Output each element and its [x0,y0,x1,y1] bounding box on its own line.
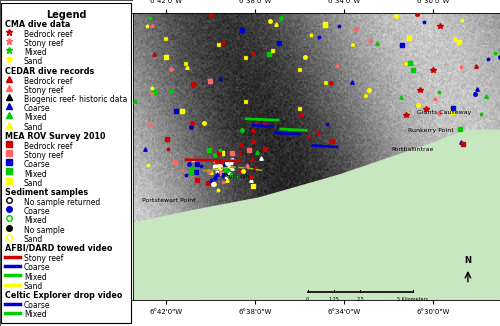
Text: AFBI/DARD towed video: AFBI/DARD towed video [6,244,112,253]
Text: Sand: Sand [24,235,43,244]
Text: 5 Kilometers: 5 Kilometers [397,297,428,303]
Text: Coarse: Coarse [24,301,50,310]
Text: N: N [464,257,471,265]
Text: Portballintrae: Portballintrae [392,147,434,152]
Text: Coarse: Coarse [24,160,50,170]
Text: Bedrock reef: Bedrock reef [24,142,72,151]
Text: Coarse: Coarse [24,263,50,273]
Text: Mixed: Mixed [24,310,46,319]
Text: Stony reef: Stony reef [24,151,63,160]
Text: Sand: Sand [24,57,43,67]
Text: Sand: Sand [24,179,43,188]
Text: Biogenic reef- historic data: Biogenic reef- historic data [24,95,127,104]
Text: Coarse: Coarse [24,207,50,216]
Text: CEDAR dive records: CEDAR dive records [6,67,94,76]
Text: Mixed: Mixed [24,113,46,123]
Text: Sand: Sand [24,123,43,132]
Text: Coarse: Coarse [24,104,50,113]
Text: Celtic Explorer drop video: Celtic Explorer drop video [6,291,122,300]
Text: Giants Causeway: Giants Causeway [417,110,472,115]
Text: Mixed: Mixed [24,216,46,226]
Text: 0: 0 [306,297,309,303]
Text: Legend: Legend [46,10,86,20]
Polygon shape [132,130,500,300]
Text: Stony reef: Stony reef [24,86,63,95]
Text: Mixed: Mixed [24,170,46,179]
Text: No sample returned: No sample returned [24,198,100,207]
Text: 1.25: 1.25 [328,297,340,303]
Text: CMA dive data: CMA dive data [6,20,70,29]
Text: No sample: No sample [24,226,64,235]
Text: Stony reef: Stony reef [24,254,63,263]
Text: Mixed: Mixed [24,48,46,57]
Text: Sand: Sand [24,282,43,291]
Text: Sediment samples: Sediment samples [6,188,88,197]
Text: Bedrock reef: Bedrock reef [24,77,72,86]
Text: Portstewart Point: Portstewart Point [142,198,196,203]
Text: Mixed: Mixed [24,273,46,282]
Text: Stony reef: Stony reef [24,39,63,48]
Text: Runkerry Point: Runkerry Point [408,128,454,133]
Text: Bedrock reef: Bedrock reef [24,30,72,39]
Text: MEA ROV Survey 2010: MEA ROV Survey 2010 [6,132,106,141]
Text: 2.5: 2.5 [356,297,364,303]
Text: Portrush: Portrush [224,174,250,179]
